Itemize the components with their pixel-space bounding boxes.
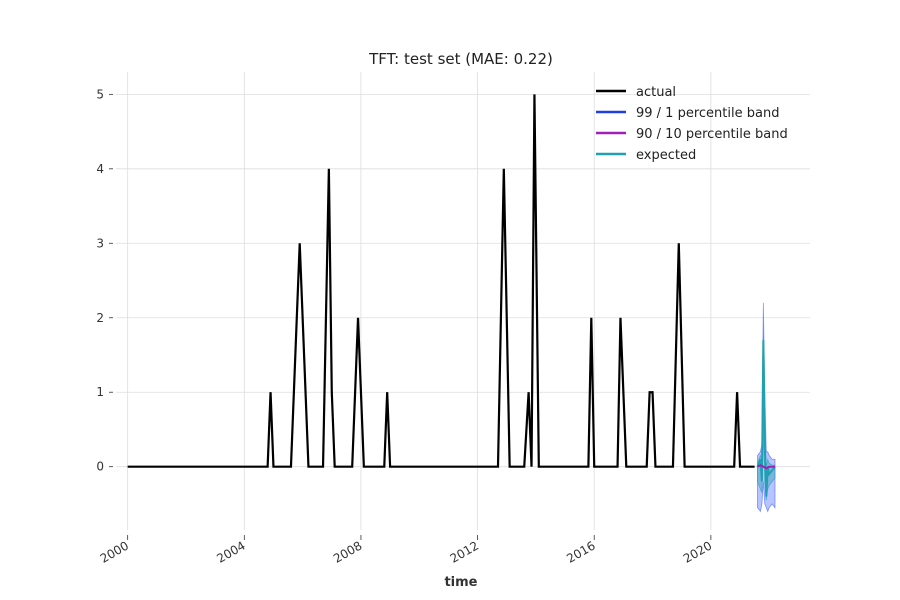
legend-label: 99 / 1 percentile band: [636, 106, 779, 121]
y-tick-label: 2: [96, 311, 104, 325]
legend-label: actual: [636, 85, 676, 100]
chart-title: TFT: test set (MAE: 0.22): [368, 50, 553, 68]
series-line-actual: [127, 94, 755, 468]
y-tick-label: 5: [96, 87, 104, 101]
grid: [116, 72, 810, 530]
y-tick-label: 4: [96, 162, 104, 176]
x-tick-label: 2008: [331, 538, 364, 565]
legend: actual 99 / 1 percentile band 90 / 10 perc…: [596, 85, 788, 163]
x-tick-label: 2020: [681, 538, 714, 565]
y-tick-label: 0: [96, 460, 104, 474]
series-line-90-10-percentile-band: [757, 464, 776, 470]
x-tick-label: 2004: [214, 538, 247, 565]
y-tick-label: 1: [96, 385, 104, 399]
x-axis-label: time: [444, 575, 477, 590]
x-tick-label: 2000: [98, 538, 131, 565]
x-tick-label: 2016: [564, 538, 597, 565]
x-tick-label: 2012: [448, 538, 481, 565]
y-tick-label: 3: [96, 236, 104, 250]
series-line-expected: [756, 340, 776, 497]
legend-label: 90 / 10 percentile band: [636, 127, 788, 142]
x-axis-ticks: 2000 2004 2008 2012 2016 2020: [98, 535, 714, 566]
legend-label: expected: [636, 148, 696, 163]
y-axis-ticks: 0 1 2 3 4 5: [96, 87, 113, 474]
series: [127, 94, 776, 497]
